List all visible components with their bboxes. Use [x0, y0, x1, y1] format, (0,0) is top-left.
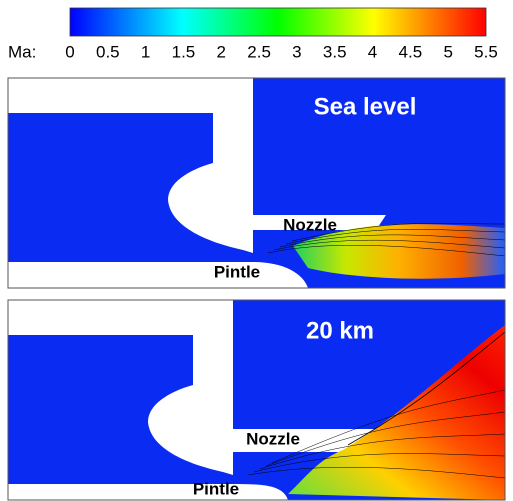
- pintle-label: Pintle: [193, 479, 239, 498]
- colorbar-tick-label: 5.5: [474, 42, 498, 61]
- nozzle-label: Nozzle: [246, 429, 300, 448]
- colorbar-tick-label: 5: [443, 42, 452, 61]
- colorbar: [70, 8, 486, 36]
- colorbar-tick-label: 1: [141, 42, 150, 61]
- figure: Ma: 0 0.5 1 1.5 2 2.5 3 3.5 4 4.5 5 5.5 Sea level Noz…: [0, 0, 513, 501]
- colorbar-tick-label: 2: [217, 42, 226, 61]
- flow-panel: Sea level Nozzle Pintle: [8, 78, 505, 288]
- nozzle-label: Nozzle: [283, 215, 337, 234]
- pintle-label: Pintle: [214, 262, 260, 281]
- colorbar-tick-label: 0: [65, 42, 74, 61]
- panel-title: 20 km: [306, 317, 374, 344]
- colorbar-tick-label: 0.5: [96, 42, 120, 61]
- panel-title: Sea level: [314, 93, 417, 120]
- colorbar-tick-label: 1.5: [172, 42, 196, 61]
- flow-panel: 20 km Nozzle Pintle: [8, 300, 505, 500]
- colorbar-label: Ma:: [8, 42, 36, 61]
- colorbar-tick-label: 3: [292, 42, 301, 61]
- colorbar-tick-label: 4.5: [399, 42, 423, 61]
- colorbar-tick-label: 4: [368, 42, 377, 61]
- colorbar-tick-label: 2.5: [247, 42, 271, 61]
- colorbar-tick-label: 3.5: [323, 42, 347, 61]
